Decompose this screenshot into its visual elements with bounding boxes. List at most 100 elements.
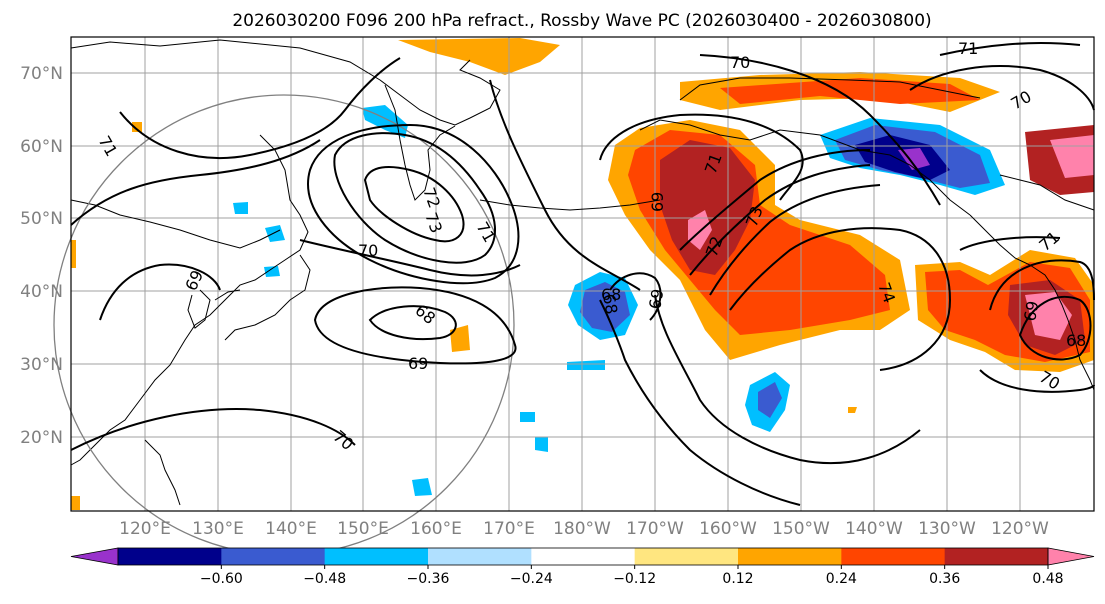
coastlines: [70, 39, 1095, 506]
lat-label-60n: 60°N: [20, 137, 63, 157]
colorbar-tick-label: −0.60: [200, 571, 243, 587]
contour-71-east-outer: [959, 236, 1061, 251]
lon-label-170w: 170°W: [626, 519, 684, 539]
coast-japan: [214, 254, 311, 341]
contour-label: 68: [601, 285, 621, 304]
colorbar-tick-label: −0.24: [510, 571, 553, 587]
contour-label: 69: [645, 287, 667, 310]
lat-label-20n: 20°N: [20, 428, 63, 448]
colorbar-extend-low: [70, 547, 119, 566]
lon-label-130w: 130°W: [918, 519, 976, 539]
lon-label-150w: 150°W: [772, 519, 830, 539]
contour-72-kamchatka: [333, 132, 497, 264]
contour-69-west: [99, 263, 221, 321]
colorbar-swatch: [531, 548, 636, 565]
shade-blue-west2: [265, 225, 285, 242]
colorbar: −0.60 −0.48 −0.36 −0.24 −0.12 0.12 0.24 0.36 0.4…: [70, 547, 1095, 587]
lon-label-140w: 140°W: [845, 519, 903, 539]
contour-70-central: [299, 239, 521, 277]
colorbar-swatch: [221, 548, 326, 565]
figure-title: 2026030200 F096 200 hPa refract., Rossby…: [232, 11, 931, 31]
shade-midblue-central: [580, 282, 630, 332]
contour-label: 69: [1020, 299, 1042, 322]
coast-asia-mainland: [70, 39, 501, 466]
lon-label-160w: 160°W: [699, 519, 757, 539]
longitude-axis: 120°E 130°E 140°E 150°E 160°E 170°E 180°…: [119, 519, 1049, 539]
contour-69-northeast: [909, 65, 1095, 111]
colorbar-tick-label: 0.24: [826, 571, 857, 587]
contour-label: 69: [648, 192, 667, 212]
colorbar-frame: [117, 547, 1049, 566]
lat-label-70n: 70°N: [20, 64, 63, 84]
colorbar-swatch: [118, 548, 222, 565]
lon-label-170e: 170°E: [483, 519, 535, 539]
refractivity-contours: [70, 42, 1095, 506]
contour-71-northeast: [939, 42, 1081, 56]
colorbar-tick-label: 0.12: [722, 571, 753, 587]
lon-label-120w: 120°W: [991, 519, 1049, 539]
shade-pink-eastern: [1025, 292, 1072, 340]
contour-73-mid: [709, 184, 881, 296]
shaded-anomalies: [71, 38, 1094, 510]
contour-69-bering: [489, 79, 641, 291]
lon-label-140e: 140°E: [265, 519, 317, 539]
contour-71-mid: [679, 149, 871, 251]
shade-darkred-gulf: [660, 140, 755, 275]
contour-label: 70: [358, 241, 378, 260]
coast-aleutians: [479, 199, 661, 211]
contour-73-kamchatka: [363, 166, 465, 243]
latitude-axis: 70°N 60°N 50°N 40°N 30°N 20°N: [20, 64, 63, 448]
colorbar-swatch: [841, 548, 946, 565]
contour-69-gulf: [654, 294, 921, 465]
colorbar-swatch: [428, 548, 532, 565]
contour-label: 68: [599, 292, 621, 315]
lon-label-150e: 150°E: [337, 519, 389, 539]
colorbar-extend-high: [1047, 547, 1095, 566]
map-frame: [70, 36, 1095, 512]
lat-label-50n: 50°N: [20, 209, 63, 229]
shade-blue-small2: [520, 412, 535, 422]
contour-71-west: [119, 57, 401, 159]
contour-label: 69: [408, 354, 428, 373]
contour-70-gulf-top: [699, 54, 941, 206]
shade-orange-small4: [71, 496, 80, 510]
shade-orange-small2: [132, 122, 142, 132]
coast-asia-west: [70, 199, 281, 249]
colorbar-tick-label: −0.12: [613, 571, 656, 587]
contour-70-east: [979, 369, 1095, 393]
coast-korea: [187, 289, 211, 329]
colorbar-tick-label: 0.48: [1032, 571, 1063, 587]
shade-orange-small5: [848, 407, 857, 413]
lon-label-180w: 180°W: [553, 519, 611, 539]
lon-label-130e: 130°E: [192, 519, 244, 539]
contour-74-mid: [729, 227, 952, 371]
contour-label: 68: [1066, 331, 1086, 350]
contour-label: 70: [730, 53, 750, 72]
contour-69-south-central: [599, 299, 801, 506]
shade-orange-small1: [450, 325, 470, 352]
colorbar-tick-label: 0.36: [929, 571, 960, 587]
contour-71-gulf-outer: [599, 113, 804, 201]
shade-orange-small3: [71, 240, 76, 268]
map-panel: 70 71 72 73 69 68 70 69 68 71 70 71 68 6…: [53, 36, 1095, 556]
contour-68-gulf: [609, 272, 662, 321]
contour-71-kamchatka: [307, 123, 520, 285]
shade-blue-west3: [233, 202, 248, 214]
coast-alaska: [639, 77, 981, 216]
shade-blue-small1: [412, 478, 432, 496]
contour-72-mid: [689, 164, 871, 276]
colorbar-tick-label: −0.48: [303, 571, 346, 587]
contour-68-east: [1018, 295, 1092, 361]
shade-midblue-south: [758, 382, 782, 418]
lat-label-40n: 40°N: [20, 282, 63, 302]
contour-label: 71: [958, 39, 978, 58]
lat-label-30n: 30°N: [20, 355, 63, 375]
shade-orange-north: [398, 38, 560, 75]
colorbar-swatch: [324, 548, 429, 565]
contour-68-central: [368, 305, 457, 341]
colorbar-swatch: [634, 548, 739, 565]
lon-label-160e: 160°E: [410, 519, 462, 539]
coast-philippines: [144, 439, 181, 506]
shade-blue-west4: [264, 266, 280, 277]
